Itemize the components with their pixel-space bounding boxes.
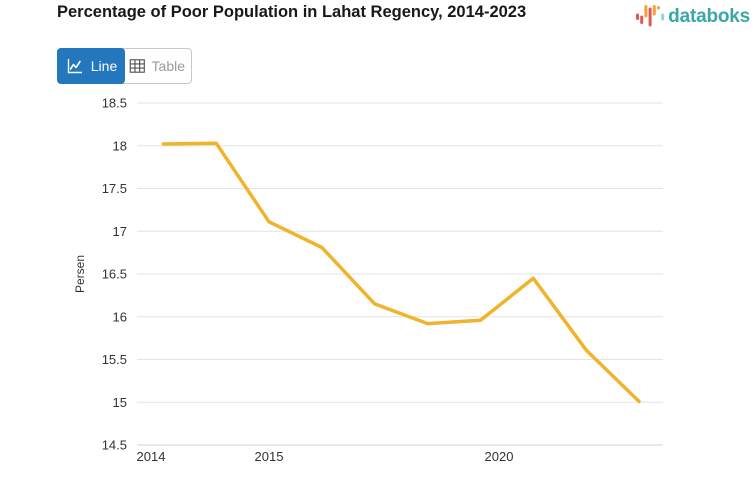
x-tick-label: 2020 <box>485 449 514 464</box>
poverty-line-series[interactable] <box>161 141 641 404</box>
y-tick-label: 16.5 <box>102 267 127 282</box>
x-tick-label: 2014 <box>137 449 166 464</box>
y-tick-label: 15 <box>113 395 127 410</box>
x-tick-label: 2015 <box>255 449 284 464</box>
y-axis-title: Persen <box>73 255 87 293</box>
y-tick-label: 18 <box>113 138 127 153</box>
table-view-label: Table <box>151 58 185 74</box>
line-chart-icon <box>67 59 82 74</box>
y-tick-label: 15.5 <box>102 352 127 367</box>
databoks-logo-text: databoks <box>668 6 750 27</box>
line-view-button[interactable]: Line <box>57 48 125 84</box>
table-view-button[interactable]: Table <box>122 48 192 84</box>
y-tick-label: 17 <box>113 224 127 239</box>
databoks-logo-icon <box>636 5 665 27</box>
y-tick-label: 18.5 <box>102 96 127 111</box>
view-toggle-group: Line Table <box>57 48 192 84</box>
y-tick-label: 17.5 <box>102 181 127 196</box>
line-view-label: Line <box>90 58 118 74</box>
y-tick-label: 16 <box>113 309 127 324</box>
page-title: Percentage of Poor Population in Lahat R… <box>57 3 527 21</box>
y-tick-label: 14.5 <box>102 438 127 453</box>
table-icon <box>129 59 145 73</box>
databoks-logo[interactable]: databoks <box>636 4 750 30</box>
